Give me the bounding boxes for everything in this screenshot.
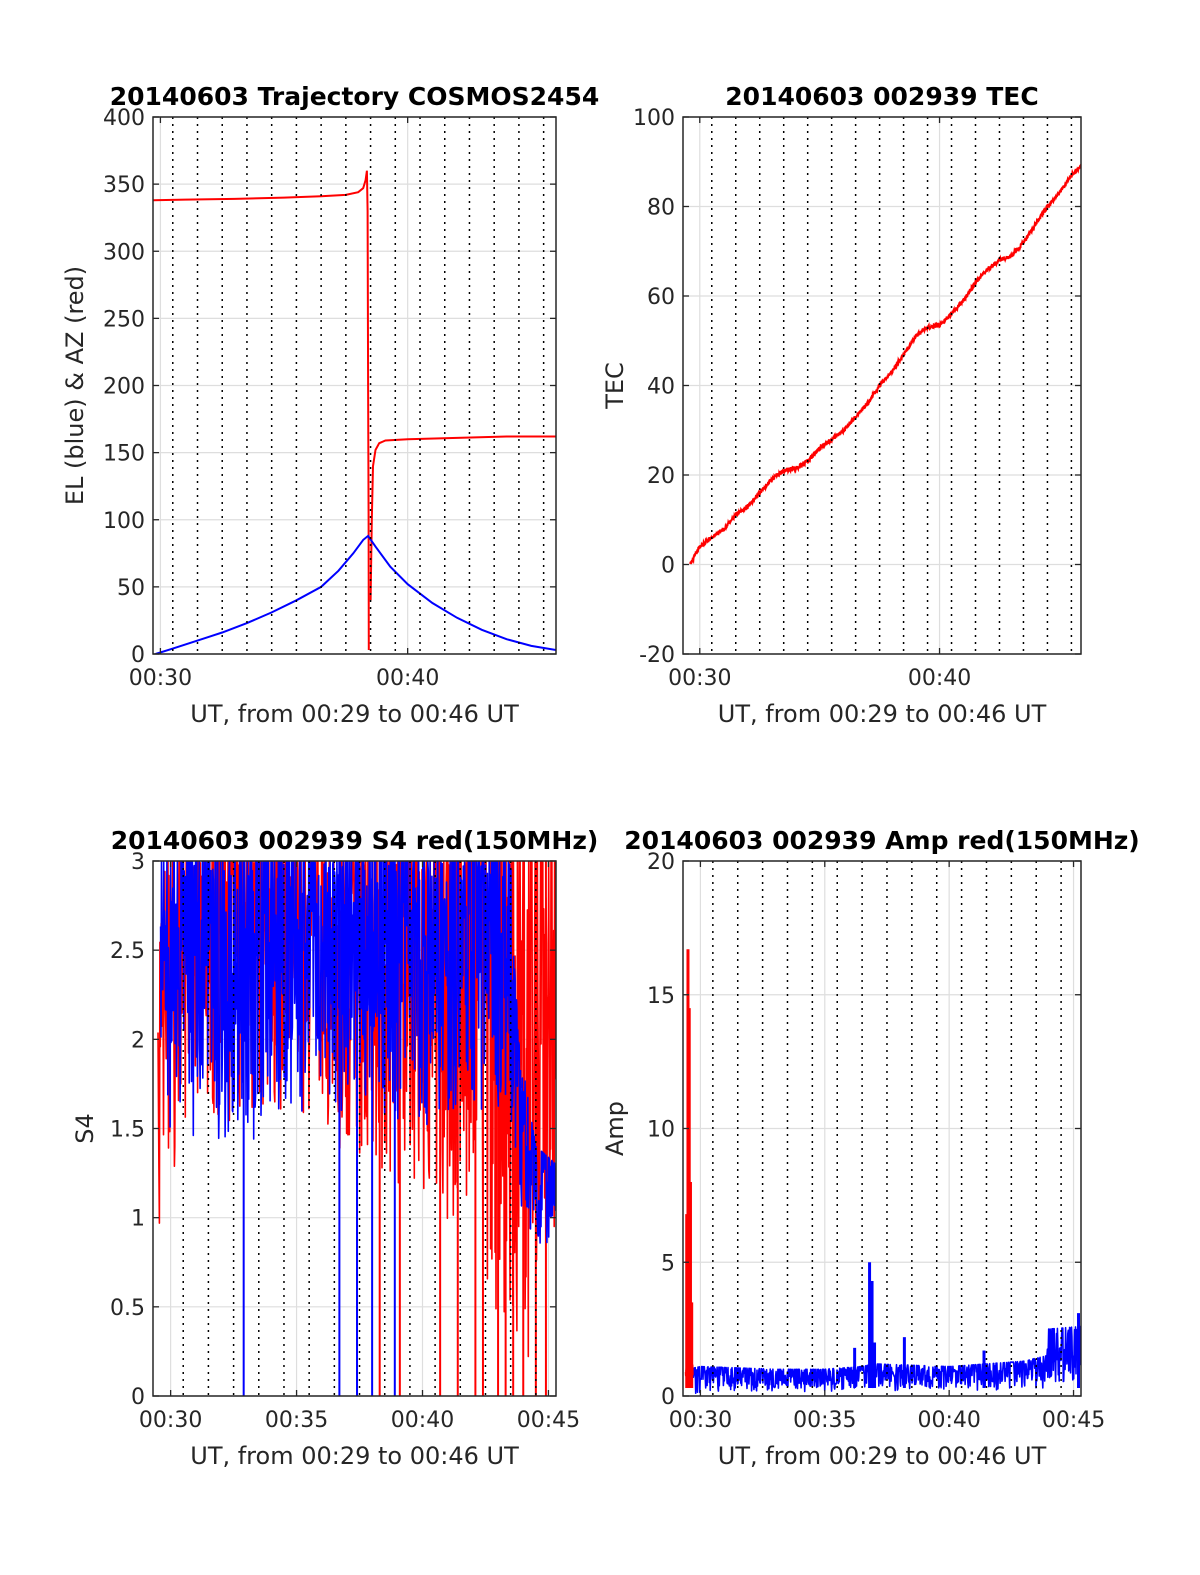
chart-title: 20140603 002939 S4 red(150MHz) — [111, 826, 599, 855]
plot-area — [684, 949, 1081, 1394]
ticks: 0 50 100 150 200 250 300 350 400 00:30 00:40 — [103, 106, 556, 691]
panel-trajectory: 0 50 100 150 200 250 300 350 400 00:30 00:40 201406… — [61, 82, 599, 728]
ticks: -20 0 20 40 60 80 100 00:30 00:40 — [633, 106, 1081, 691]
y-axis-label: EL (blue) & AZ (red) — [61, 266, 89, 505]
y-tick-label: -20 — [639, 643, 675, 668]
plot-area — [157, 861, 556, 1396]
y-tick-label: 1 — [131, 1207, 145, 1232]
grid — [153, 116, 556, 655]
y-tick-label: 150 — [103, 442, 145, 467]
y-axis-label: TEC — [601, 362, 629, 410]
series-line — [155, 534, 556, 654]
x-tick-label: 00:30 — [139, 1408, 202, 1433]
y-axis-label: S4 — [71, 1113, 99, 1144]
y-tick-label: 300 — [103, 240, 145, 265]
y-tick-label: 0 — [661, 1385, 675, 1410]
y-tick-label: 200 — [103, 375, 145, 400]
series-line — [159, 861, 556, 1244]
x-tick-label: 00:45 — [1042, 1408, 1105, 1433]
y-tick-label: 2 — [131, 1028, 145, 1053]
y-tick-label: 0 — [661, 554, 675, 579]
panel-s4: 0 0.5 1 1.5 2 2.5 3 00:30 00:35 00:40 00:45 2014060… — [71, 826, 598, 1470]
y-tick-label: 60 — [647, 285, 675, 310]
x-tick-label: 00:40 — [376, 666, 439, 691]
y-tick-label: 0 — [131, 1385, 145, 1410]
series-line — [369, 435, 556, 601]
y-tick-label: 350 — [103, 173, 145, 198]
series-line — [689, 163, 1081, 565]
y-tick-label: 2.5 — [110, 939, 145, 964]
x-axis-label: UT, from 00:29 to 00:46 UT — [190, 700, 519, 728]
y-tick-label: 50 — [117, 576, 145, 601]
series-0 — [689, 163, 1081, 565]
plot-area — [153, 170, 556, 654]
plot-area — [689, 163, 1081, 565]
y-tick-label: 40 — [647, 375, 675, 400]
y-tick-label: 20 — [647, 850, 675, 875]
series-1 — [159, 861, 556, 1396]
y-tick-label: 20 — [647, 464, 675, 489]
x-tick-label: 00:40 — [391, 1408, 454, 1433]
x-axis-label: UT, from 00:29 to 00:46 UT — [190, 1442, 519, 1470]
y-axis-label: Amp — [601, 1101, 629, 1156]
ticks: 0 5 10 15 20 00:30 00:35 00:40 00:45 — [647, 850, 1105, 1433]
y-tick-label: 15 — [647, 984, 675, 1009]
series-0 — [153, 170, 556, 651]
y-tick-label: 5 — [661, 1251, 675, 1276]
grid — [683, 860, 1081, 1397]
chart-title: 20140603 002939 TEC — [725, 82, 1038, 111]
panel-amp: 0 5 10 15 20 00:30 00:35 00:40 00:45 20140603 002… — [601, 826, 1140, 1470]
y-tick-label: 0.5 — [110, 1296, 145, 1321]
series-1 — [684, 949, 694, 1388]
series-line — [687, 1325, 1081, 1394]
y-tick-label: 80 — [647, 196, 675, 221]
y-tick-label: 400 — [103, 106, 145, 131]
x-tick-label: 00:30 — [129, 666, 192, 691]
series-0 — [687, 1262, 1081, 1394]
x-tick-label: 00:35 — [265, 1408, 328, 1433]
ticks: 0 0.5 1 1.5 2 2.5 3 00:30 00:35 00:40 00:45 — [110, 850, 580, 1433]
grid — [683, 116, 1081, 655]
y-tick-label: 1.5 — [110, 1118, 145, 1143]
x-tick-label: 00:45 — [517, 1408, 580, 1433]
x-axis-label: UT, from 00:29 to 00:46 UT — [718, 700, 1047, 728]
time-markers — [182, 861, 537, 1396]
series-1 — [155, 534, 556, 654]
time-markers — [712, 861, 1062, 1396]
chart-title: 20140603 Trajectory COSMOS2454 — [110, 82, 600, 111]
y-tick-label: 100 — [633, 106, 675, 131]
panel-tec: -20 0 20 40 60 80 100 00:30 00:40 20140603 002939… — [601, 82, 1082, 728]
series-line — [153, 170, 370, 651]
y-tick-label: 10 — [647, 1118, 675, 1143]
y-tick-label: 100 — [103, 509, 145, 534]
y-tick-label: 250 — [103, 307, 145, 332]
x-tick-label: 00:35 — [793, 1408, 856, 1433]
chart-title: 20140603 002939 Amp red(150MHz) — [624, 826, 1140, 855]
y-tick-label: 0 — [131, 643, 145, 668]
x-tick-label: 00:40 — [917, 1408, 980, 1433]
x-tick-label: 00:30 — [669, 1408, 732, 1433]
y-tick-label: 3 — [131, 850, 145, 875]
x-tick-label: 00:40 — [908, 666, 971, 691]
x-tick-label: 00:30 — [668, 666, 731, 691]
x-axis-label: UT, from 00:29 to 00:46 UT — [718, 1442, 1047, 1470]
